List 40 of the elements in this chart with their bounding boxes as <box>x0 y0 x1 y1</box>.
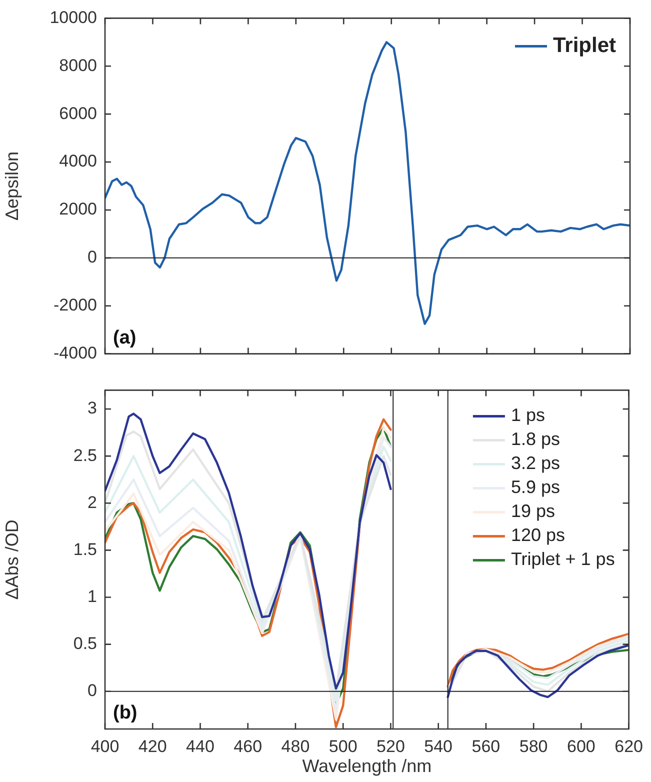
x-tick-label: 520 <box>376 736 405 756</box>
x-tick-label: 440 <box>186 736 214 756</box>
y-tick-label: 1 <box>88 586 97 606</box>
y-tick-label: -4000 <box>54 343 97 362</box>
x-tick-label: 580 <box>519 736 548 756</box>
y-tick-label: 2.5 <box>73 446 97 465</box>
y-axis-title: Δepsilon <box>2 151 22 221</box>
y-tick-label: 2 <box>88 492 97 512</box>
y-tick-label: -2000 <box>54 296 97 315</box>
legend-label: 1.8 ps <box>510 429 560 450</box>
y-tick-label: 0.5 <box>73 634 97 653</box>
annotation: (b) <box>113 702 138 724</box>
x-tick-label: 560 <box>472 736 500 756</box>
x-tick-label: 620 <box>614 736 644 756</box>
x-tick-label: 600 <box>567 736 596 756</box>
y-tick-label: 0 <box>88 248 97 267</box>
legend-label: 19 ps <box>510 501 555 522</box>
legend-label: 120 ps <box>510 525 565 546</box>
legend-label: 3.2 ps <box>510 453 560 474</box>
x-tick-label: 460 <box>234 736 262 756</box>
legend-label: Triplet + 1 ps <box>510 549 615 570</box>
y-tick-label: 1.5 <box>73 540 97 559</box>
x-axis-title: Wavelength /nm <box>302 756 432 776</box>
x-tick-label: 400 <box>90 736 120 756</box>
y-tick-label: 2000 <box>59 200 97 219</box>
y-tick-label: 8000 <box>59 56 97 75</box>
legend-label: 1 ps <box>510 405 545 426</box>
y-axis-title: ΔAbs /OD <box>2 520 22 600</box>
x-tick-label: 420 <box>138 736 167 756</box>
annotation: (a) <box>113 328 136 349</box>
x-tick-label: 500 <box>328 736 358 756</box>
legend-label: Triplet <box>552 34 616 57</box>
y-tick-label: 4000 <box>59 152 97 171</box>
x-tick-label: 480 <box>281 736 310 756</box>
y-tick-label: 0 <box>88 681 97 700</box>
y-tick-label: 3 <box>88 398 97 418</box>
y-tick-label: 6000 <box>59 104 97 123</box>
x-tick-label: 540 <box>424 736 453 756</box>
legend-label: 5.9 ps <box>510 477 560 498</box>
y-tick-label: 10000 <box>50 8 97 27</box>
